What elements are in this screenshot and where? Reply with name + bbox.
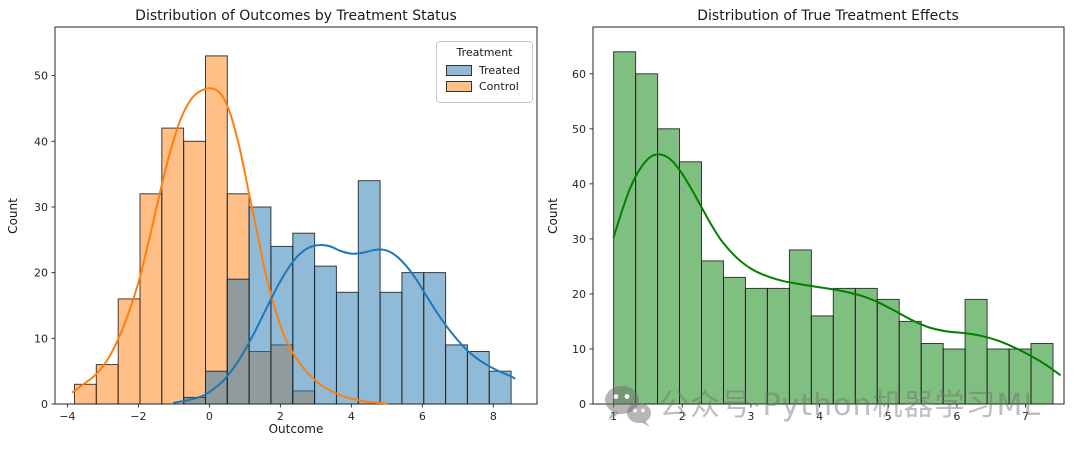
- hist-bar: [942, 348, 966, 405]
- right-chart-plot-area: 1 2 3 4 5 6 7 0 10 20 30 40 50 60: [572, 26, 1065, 423]
- hist-bar: [810, 315, 834, 405]
- y-tick-label: 0: [579, 398, 586, 411]
- x-tick-label: −2: [130, 410, 146, 423]
- x-tick-label: 2: [277, 410, 284, 423]
- x-tick-label: 4: [348, 410, 355, 423]
- x-tick-label: 5: [885, 410, 892, 423]
- x-axis-ticks: −4 −2 0 2 4 6 8: [59, 404, 497, 423]
- y-tick-label: 10: [34, 332, 48, 345]
- x-tick-label: 1: [610, 410, 617, 423]
- x-tick-label: 4: [816, 410, 823, 423]
- hist-bar: [766, 287, 790, 405]
- hist-bar: [635, 73, 659, 405]
- y-tick-label: 30: [572, 233, 586, 246]
- y-tick-label: 30: [34, 201, 48, 214]
- kde-curve-treated: [172, 244, 516, 404]
- y-tick-label: 40: [34, 135, 48, 148]
- hist-bar: [898, 320, 922, 405]
- x-tick-label: 3: [747, 410, 754, 423]
- y-tick-label: 10: [572, 343, 586, 356]
- axes-spines: [592, 26, 1065, 405]
- legend-label-control: Control: [479, 79, 519, 93]
- hist-bar: [723, 276, 746, 405]
- left-chart-ylabel: Count: [6, 198, 20, 234]
- y-axis-ticks: 0 10 20 30 40 50 60: [572, 68, 593, 411]
- treated-color-swatch: [446, 64, 472, 76]
- legend-item-control: Control: [437, 78, 532, 94]
- right-chart-title: Distribution of True Treatment Effects: [697, 8, 959, 24]
- y-tick-label: 20: [34, 267, 48, 280]
- legend-treatment: Treatment Treated Control: [436, 41, 533, 103]
- legend-item-treated: Treated: [437, 62, 532, 78]
- x-tick-label: 8: [490, 410, 497, 423]
- axes-spines: [54, 26, 538, 405]
- kde-curve-treatment-effects: [612, 153, 1061, 376]
- legend-title: Treatment: [456, 46, 513, 59]
- hist-bar: [679, 161, 702, 405]
- x-tick-label: 6: [953, 410, 960, 423]
- left-chart-title: Distribution of Outcomes by Treatment St…: [135, 8, 457, 24]
- x-tick-label: 6: [419, 410, 426, 423]
- x-tick-label: 7: [1022, 410, 1029, 423]
- y-tick-label: 0: [41, 398, 48, 411]
- hist-bar: [832, 287, 856, 405]
- hist-bar: [920, 343, 944, 405]
- control-color-swatch: [446, 80, 472, 92]
- hist-bar: [701, 260, 724, 405]
- y-tick-label: 40: [572, 178, 586, 191]
- x-axis-ticks: 1 2 3 4 5 6 7: [610, 404, 1029, 423]
- hist-bar: [423, 272, 447, 405]
- hist-bar: [657, 128, 680, 405]
- y-axis-ticks: 0 10 20 30 40 50: [34, 70, 55, 411]
- y-tick-label: 50: [572, 123, 586, 136]
- hist-bar: [1030, 343, 1054, 405]
- y-tick-label: 50: [34, 70, 48, 83]
- hist-bar: [876, 298, 900, 405]
- x-tick-label: −4: [59, 410, 75, 423]
- left-chart-plot-area: −4 −2 0 2 4 6 8 0 10 20 30 40 50: [34, 26, 538, 423]
- hist-bar: [964, 298, 988, 405]
- x-tick-label: 2: [679, 410, 686, 423]
- hist-bar: [986, 348, 1010, 405]
- axes: [592, 26, 1065, 405]
- bars-treated: [183, 180, 512, 405]
- x-tick-label: 0: [206, 410, 213, 423]
- right-chart-ylabel: Count: [546, 198, 560, 234]
- y-tick-label: 20: [572, 288, 586, 301]
- kde-curve-control: [71, 87, 388, 405]
- hist-bar: [744, 287, 768, 405]
- hist-bar: [854, 287, 878, 405]
- hist-bar: [788, 249, 812, 405]
- legend-label-treated: Treated: [479, 63, 520, 77]
- left-chart-xlabel: Outcome: [269, 422, 324, 436]
- bars-treatment-effects: [613, 51, 1054, 405]
- axes: [54, 26, 538, 405]
- hist-bar: [1008, 348, 1032, 405]
- y-tick-label: 60: [572, 68, 586, 81]
